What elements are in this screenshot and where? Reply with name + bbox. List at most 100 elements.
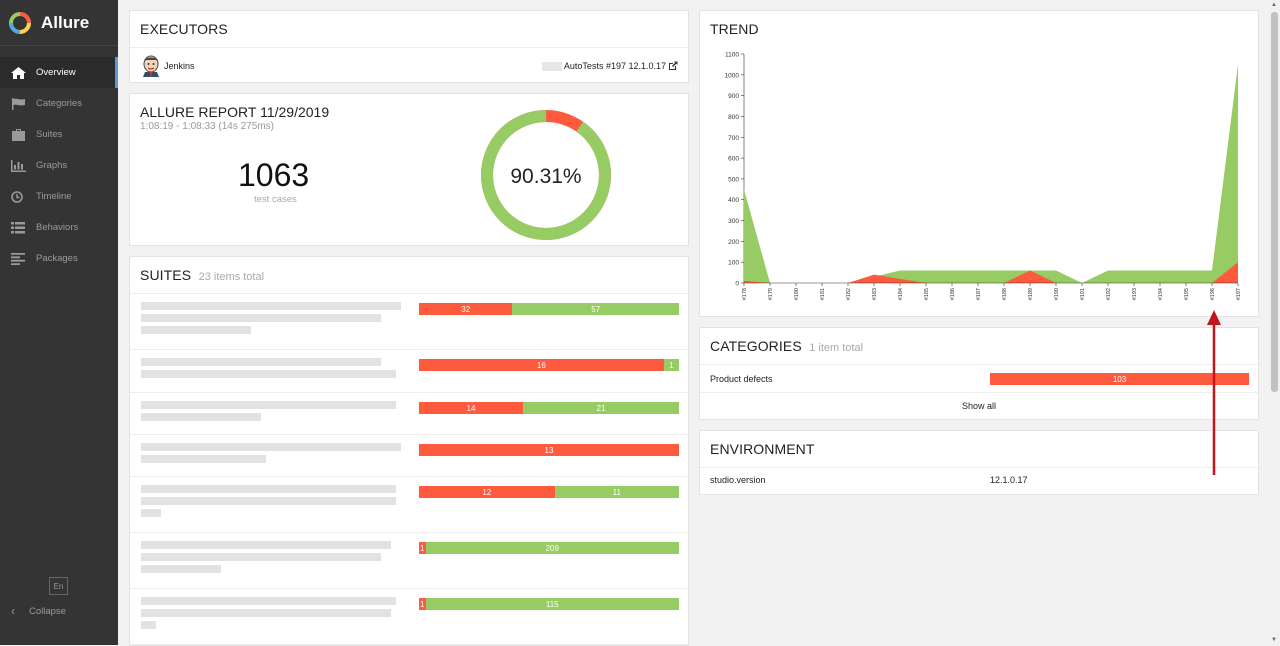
sidebar-item-overview[interactable]: Overview	[0, 57, 118, 88]
category-name: Product defects	[710, 374, 773, 384]
y-tick-label: 700	[728, 135, 739, 142]
bar-chart-icon	[11, 159, 26, 172]
sidebar-item-label: Behaviors	[36, 222, 79, 233]
trend-chart[interactable]: 0 100 200 300 400 500 600 700 800 900 1000 1100 #178…	[700, 48, 1258, 316]
x-tick-label: #186	[950, 288, 956, 300]
scroll-down-icon[interactable]: ▼	[1271, 637, 1277, 643]
trend-widget: TREND 0 100 200 300 400 500 600 700 800 900 1000 11…	[699, 10, 1259, 317]
env-value: 12.1.0.17	[990, 475, 1028, 485]
suites-widget: SUITES 23 items total 32 57 16 1 14 21 13 12 11 1…	[129, 256, 689, 646]
suites-title: SUITES	[140, 267, 192, 283]
allure-logo-icon	[9, 11, 31, 34]
redacted-line	[141, 621, 156, 629]
clock-icon	[11, 190, 23, 203]
home-icon	[11, 66, 26, 79]
x-tick-label: #181	[820, 288, 826, 300]
x-tick-label: #192	[1106, 288, 1112, 300]
sidebar-item-graphs[interactable]: Graphs	[0, 150, 118, 181]
redacted-suite-name	[141, 443, 401, 467]
y-tick-label: 100	[728, 260, 739, 267]
passed-segment: 115	[425, 598, 679, 610]
categories-count: 1 item total	[809, 342, 864, 354]
sidebar-item-categories[interactable]: Categories	[0, 88, 118, 119]
redacted-line	[141, 302, 401, 310]
x-tick-label: #197	[1236, 288, 1242, 300]
sidebar-item-packages[interactable]: Packages	[0, 243, 118, 274]
build-label: AutoTests #197 12.1.0.17	[563, 61, 666, 71]
suites-count: 23 items total	[198, 271, 265, 283]
env-row: studio.version 12.1.0.17	[710, 475, 1250, 485]
failed-segment: 12	[419, 486, 555, 498]
y-tick-label: 600	[728, 156, 739, 163]
language-switcher[interactable]: En	[49, 577, 68, 595]
suite-row[interactable]: 32 57	[130, 294, 688, 350]
passed-segment: 57	[512, 303, 679, 315]
scroll-thumb[interactable]	[1271, 12, 1278, 392]
passed-segment: 1	[663, 359, 679, 371]
y-tick-label: 400	[728, 197, 739, 204]
suite-status-bar: 13	[419, 444, 679, 456]
report-title: ALLURE REPORT 11/29/2019	[140, 104, 330, 120]
redacted-line	[141, 509, 161, 517]
report-time: 1:08:19 - 1:08:33 (14s 275ms)	[140, 121, 274, 132]
x-tick-label: #187	[976, 288, 982, 300]
external-link-icon	[669, 61, 678, 70]
failed-segment: 13	[419, 444, 679, 456]
list-icon	[11, 221, 25, 233]
redacted-suite-name	[141, 485, 396, 521]
scroll-up-icon[interactable]: ▲	[1271, 2, 1277, 8]
y-tick-label: 200	[728, 239, 739, 246]
suite-row[interactable]: 14 21	[130, 393, 688, 435]
failed-segment: 1	[419, 598, 426, 610]
redacted-line	[141, 485, 396, 493]
sidebar-item-label: Overview	[36, 67, 76, 78]
pass-rate-percent: 90.31%	[510, 165, 581, 188]
redacted-line	[141, 455, 266, 463]
x-tick-label: #195	[1184, 288, 1190, 300]
suite-status-bar: 12 11	[419, 486, 679, 498]
y-tick-label: 1100	[725, 52, 739, 59]
pass-rate-donut[interactable]: 90.31%	[480, 109, 612, 241]
redacted-line	[141, 370, 396, 378]
trend-failed-area	[744, 262, 1238, 283]
sidebar-item-label: Suites	[36, 129, 63, 140]
page-scrollbar[interactable]: ▲ ▼	[1269, 0, 1280, 645]
suite-row[interactable]: 16 1	[130, 350, 688, 393]
suite-row[interactable]: 1 209	[130, 533, 688, 589]
passed-segment: 11	[554, 486, 679, 498]
executors-widget: EXECUTORS Jenkins AutoTests #197 12.1.0.…	[129, 10, 689, 83]
x-tick-label: #190	[1054, 288, 1060, 300]
redacted-line	[141, 565, 221, 573]
categories-widget: CATEGORIES 1 item total Product defects …	[699, 327, 1259, 420]
executor-build-link[interactable]: AutoTests #197 12.1.0.17	[541, 61, 678, 71]
collapse-button[interactable]: ‹ Collapse	[11, 604, 66, 618]
failed-segment: 16	[419, 359, 664, 371]
category-row[interactable]: Product defects 103	[700, 366, 1258, 393]
x-tick-label: #185	[924, 288, 930, 300]
brand[interactable]: Allure	[0, 0, 118, 46]
summary-widget: ALLURE REPORT 11/29/2019 1:08:19 - 1:08:…	[129, 93, 689, 246]
collapse-label: Collapse	[29, 605, 66, 617]
executor-row: Jenkins AutoTests #197 12.1.0.17	[141, 55, 678, 77]
sidebar-item-label: Categories	[36, 98, 82, 109]
chevron-left-icon: ‹	[11, 604, 15, 618]
brand-name: Allure	[41, 12, 90, 32]
test-case-label: test cases	[254, 194, 297, 205]
sidebar-item-label: Timeline	[36, 191, 72, 202]
donut-passed-arc	[481, 110, 611, 240]
show-all-link[interactable]: Show all	[961, 401, 997, 411]
sidebar: Allure Overview Categories Suites Graphs…	[0, 0, 118, 645]
suite-row[interactable]: 12 11	[130, 477, 688, 533]
sidebar-item-behaviors[interactable]: Behaviors	[0, 212, 118, 243]
sidebar-item-timeline[interactable]: Timeline	[0, 181, 118, 212]
suite-row[interactable]: 1 115	[130, 589, 688, 645]
jenkins-icon	[143, 55, 159, 77]
test-case-count: 1063	[238, 157, 310, 193]
suite-row[interactable]: 13	[130, 435, 688, 477]
suite-status-bar: 14 21	[419, 402, 679, 414]
category-bar: 103	[990, 373, 1249, 385]
redacted-line	[141, 401, 396, 409]
sidebar-item-suites[interactable]: Suites	[0, 119, 118, 150]
x-tick-label: #178	[742, 288, 748, 300]
category-count: 103	[1112, 374, 1127, 384]
